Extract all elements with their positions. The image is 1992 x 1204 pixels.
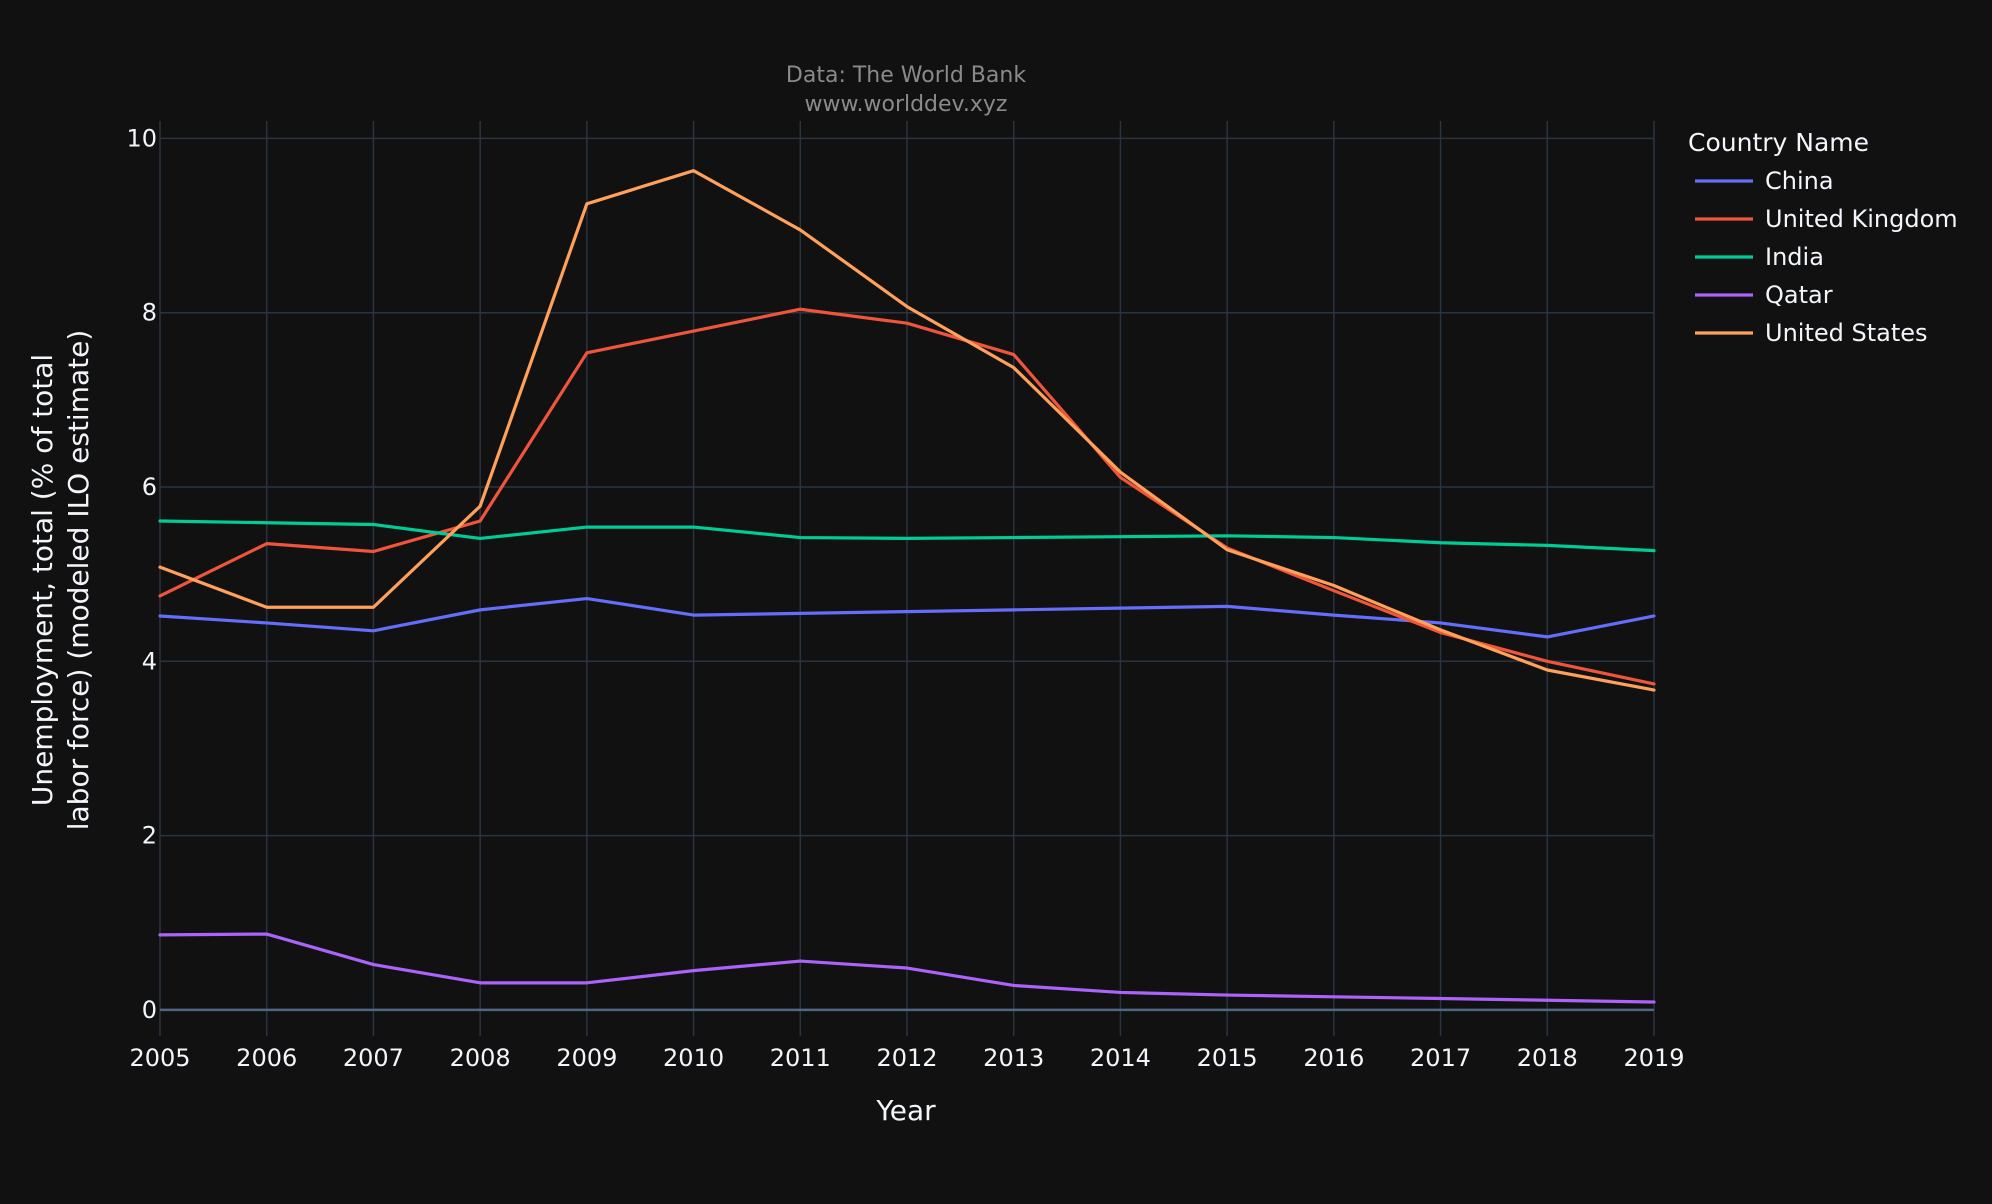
series-lines bbox=[158, 169, 1656, 1004]
y-axis-title-line-1: Unemployment, total (% of total bbox=[26, 354, 59, 806]
series-line-india bbox=[158, 519, 1656, 553]
y-axis-title-line-2: labor force) (modeled ILO estimate) bbox=[62, 330, 95, 831]
x-tick-label: 2017 bbox=[1410, 1044, 1471, 1072]
legend-label: Qatar bbox=[1765, 281, 1833, 309]
legend-label: India bbox=[1765, 243, 1824, 271]
legend-title: Country Name bbox=[1688, 128, 1869, 157]
legend: Country Name China United Kingdom India Qat… bbox=[1688, 128, 1958, 347]
x-tick-label: 2014 bbox=[1090, 1044, 1151, 1072]
source-line-2: www.worlddev.xyz bbox=[805, 92, 1008, 117]
x-tick-label: 2012 bbox=[876, 1044, 937, 1072]
source-line-1: Data: The World Bank bbox=[786, 63, 1026, 88]
legend-items: China United Kingdom India Qatar United Stat… bbox=[1695, 167, 1958, 347]
legend-item-qatar[interactable]: Qatar bbox=[1695, 281, 1833, 309]
series-line-china bbox=[158, 596, 1656, 639]
x-tick-label: 2007 bbox=[343, 1044, 404, 1072]
legend-item-united-states[interactable]: United States bbox=[1695, 319, 1928, 347]
legend-item-india[interactable]: India bbox=[1695, 243, 1824, 271]
y-tick-label: 6 bbox=[142, 473, 157, 501]
x-tick-label: 2019 bbox=[1623, 1044, 1684, 1072]
x-axis-title: Year bbox=[875, 1094, 936, 1127]
y-tick-label: 4 bbox=[142, 647, 157, 675]
legend-label: United States bbox=[1765, 319, 1928, 347]
series-line-united-kingdom bbox=[158, 307, 1656, 686]
y-axis-ticks: 0 2 4 6 8 10 bbox=[126, 124, 157, 1023]
y-tick-label: 8 bbox=[142, 299, 157, 327]
x-tick-label: 2016 bbox=[1303, 1044, 1364, 1072]
y-tick-label: 0 bbox=[142, 996, 157, 1024]
x-tick-label: 2013 bbox=[983, 1044, 1044, 1072]
legend-item-china[interactable]: China bbox=[1695, 167, 1834, 195]
series-line-united-states bbox=[158, 169, 1656, 692]
x-tick-label: 2015 bbox=[1197, 1044, 1258, 1072]
y-tick-label: 2 bbox=[142, 822, 157, 850]
x-tick-label: 2018 bbox=[1517, 1044, 1578, 1072]
grid-lines bbox=[159, 121, 1655, 1036]
legend-label: United Kingdom bbox=[1765, 205, 1958, 233]
legend-label: China bbox=[1765, 167, 1834, 195]
x-tick-label: 2008 bbox=[450, 1044, 511, 1072]
y-tick-label: 10 bbox=[126, 124, 157, 152]
x-tick-label: 2011 bbox=[770, 1044, 831, 1072]
x-tick-label: 2009 bbox=[556, 1044, 617, 1072]
x-tick-label: 2010 bbox=[663, 1044, 724, 1072]
x-tick-label: 2005 bbox=[129, 1044, 190, 1072]
x-tick-label: 2006 bbox=[236, 1044, 297, 1072]
legend-item-united-kingdom[interactable]: United Kingdom bbox=[1695, 205, 1958, 233]
series-line-qatar bbox=[158, 932, 1656, 1004]
x-axis-ticks: 2005 2006 2007 2008 2009 2010 2011 2012 2013 2014… bbox=[129, 1044, 1684, 1072]
y-axis-title: Unemployment, total (% of total labor fo… bbox=[26, 330, 95, 831]
